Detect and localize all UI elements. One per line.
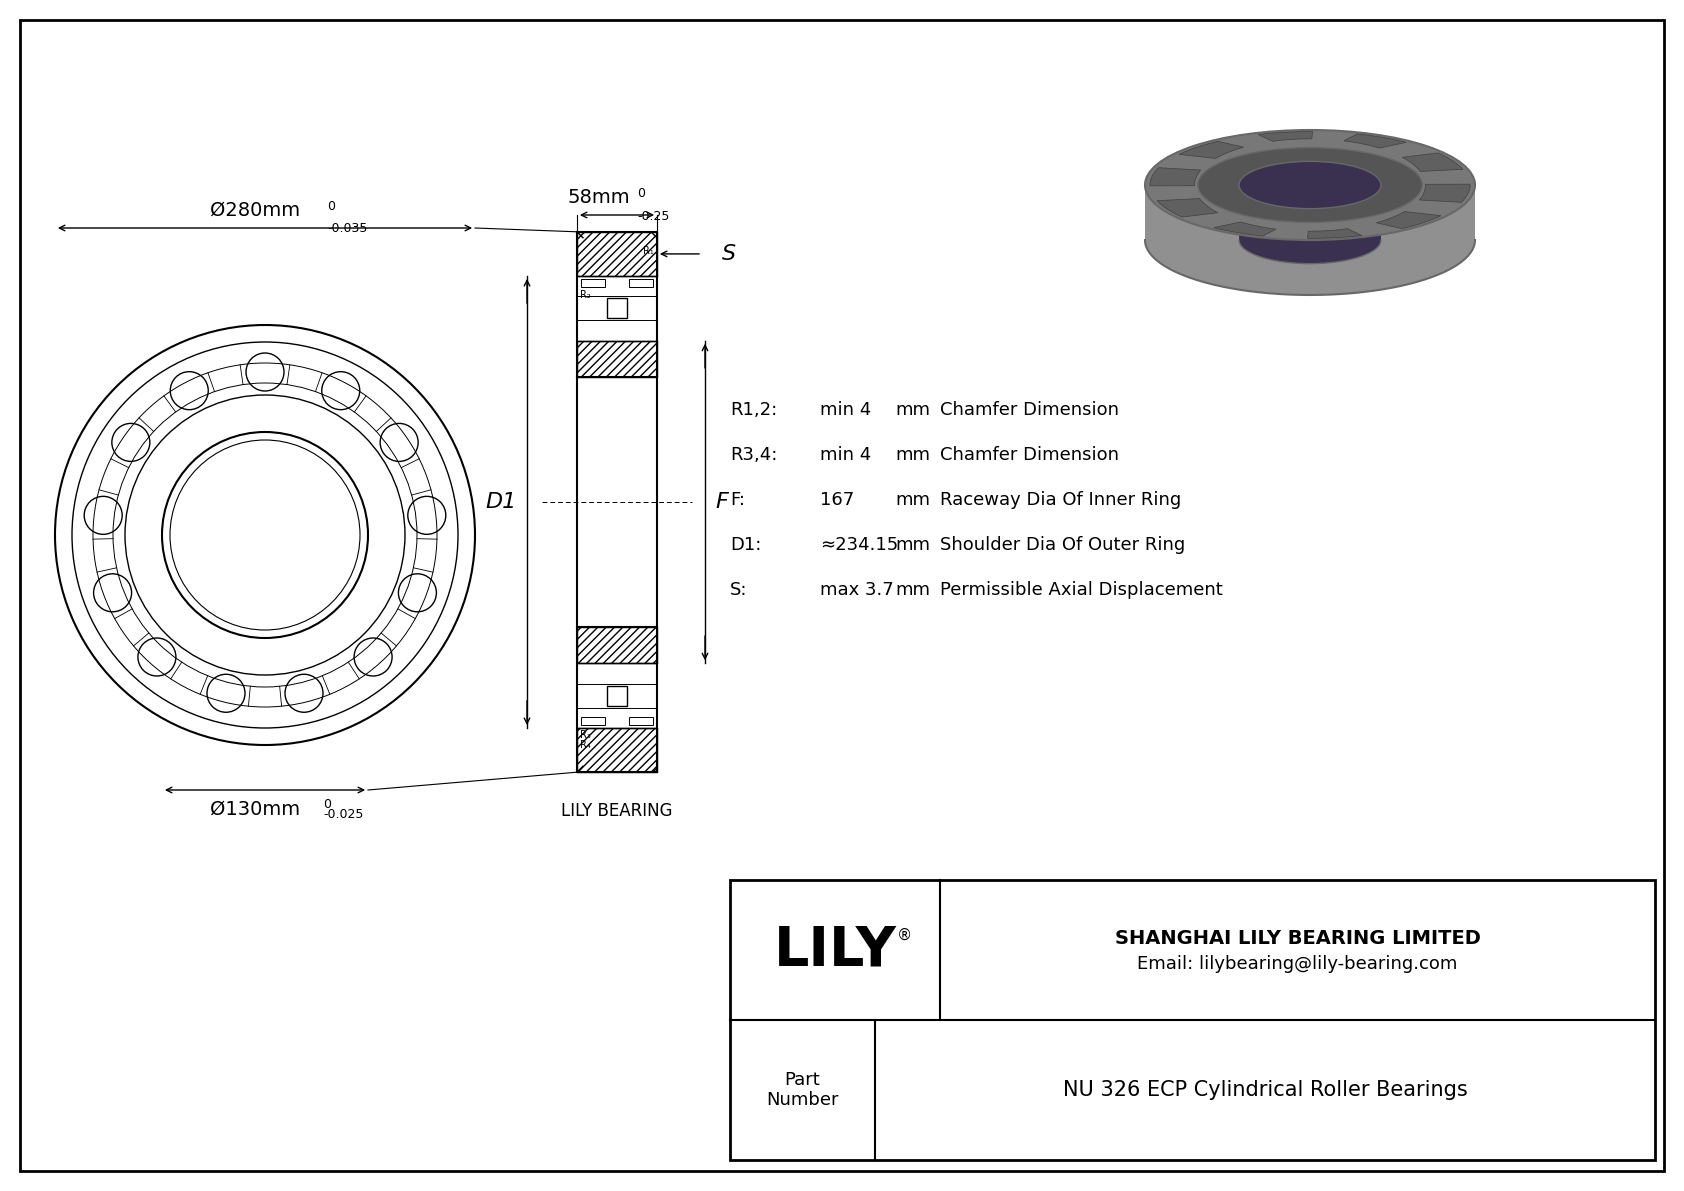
Text: LILY BEARING: LILY BEARING — [561, 803, 672, 821]
Polygon shape — [1258, 132, 1312, 142]
Text: R₁: R₁ — [643, 245, 653, 256]
Bar — [581, 717, 605, 725]
Polygon shape — [1145, 185, 1475, 295]
Text: R₂: R₂ — [579, 291, 591, 300]
Polygon shape — [1376, 212, 1442, 229]
Text: Email: lilybearing@lily-bearing.com: Email: lilybearing@lily-bearing.com — [1137, 955, 1458, 973]
Polygon shape — [1157, 199, 1218, 217]
Text: 58mm: 58mm — [568, 188, 630, 207]
Text: SHANGHAI LILY BEARING LIMITED: SHANGHAI LILY BEARING LIMITED — [1115, 929, 1480, 948]
Bar — [578, 728, 657, 772]
Polygon shape — [1150, 168, 1201, 186]
Bar — [630, 279, 653, 287]
Bar — [578, 232, 657, 276]
Text: Chamfer Dimension: Chamfer Dimension — [940, 445, 1118, 464]
Bar — [606, 686, 626, 705]
Text: Part
Number: Part Number — [766, 1071, 839, 1109]
Text: R1,2:: R1,2: — [729, 401, 778, 419]
Text: D1:: D1: — [729, 536, 761, 554]
Polygon shape — [1420, 185, 1470, 202]
Text: 0: 0 — [637, 187, 645, 200]
Polygon shape — [1214, 222, 1276, 236]
Text: NU 326 ECP Cylindrical Roller Bearings: NU 326 ECP Cylindrical Roller Bearings — [1063, 1080, 1467, 1100]
Text: R₃: R₃ — [579, 730, 591, 740]
Text: mm: mm — [894, 401, 930, 419]
Text: mm: mm — [894, 581, 930, 599]
Text: mm: mm — [894, 445, 930, 464]
Ellipse shape — [1145, 130, 1475, 241]
Bar — [578, 628, 657, 663]
Text: S:: S: — [729, 581, 748, 599]
Text: Ø280mm: Ø280mm — [210, 201, 300, 220]
Text: Permissible Axial Displacement: Permissible Axial Displacement — [940, 581, 1223, 599]
Text: min 4: min 4 — [820, 401, 871, 419]
Bar — [630, 717, 653, 725]
Polygon shape — [1403, 152, 1463, 172]
Text: ®: ® — [898, 928, 913, 943]
Text: 0: 0 — [327, 200, 335, 213]
Polygon shape — [1307, 229, 1362, 238]
Text: Chamfer Dimension: Chamfer Dimension — [940, 401, 1118, 419]
Text: Shoulder Dia Of Outer Ring: Shoulder Dia Of Outer Ring — [940, 536, 1186, 554]
Text: S: S — [722, 244, 736, 264]
Text: min 4: min 4 — [820, 445, 871, 464]
Polygon shape — [1239, 185, 1381, 263]
Bar — [581, 279, 605, 287]
Bar — [606, 299, 626, 318]
Bar — [729, 880, 1655, 1160]
Text: mm: mm — [894, 491, 930, 509]
Text: Ø130mm: Ø130mm — [210, 800, 300, 819]
Text: mm: mm — [894, 536, 930, 554]
Text: -0.25: -0.25 — [637, 210, 669, 223]
Ellipse shape — [1239, 161, 1381, 208]
Text: 167: 167 — [820, 491, 854, 509]
Polygon shape — [1179, 142, 1243, 158]
Bar — [578, 341, 657, 376]
Bar — [578, 341, 657, 376]
Text: R3,4:: R3,4: — [729, 445, 778, 464]
Ellipse shape — [1197, 148, 1423, 223]
Text: 0: 0 — [323, 798, 332, 811]
Text: max 3.7: max 3.7 — [820, 581, 894, 599]
Text: LILY: LILY — [773, 923, 896, 977]
Text: R₄: R₄ — [579, 740, 591, 750]
Bar — [578, 232, 657, 276]
Text: F: F — [716, 492, 727, 512]
Text: D1: D1 — [485, 492, 517, 512]
Bar — [578, 628, 657, 663]
Text: ≈234.15: ≈234.15 — [820, 536, 898, 554]
Polygon shape — [1344, 135, 1406, 148]
Text: Raceway Dia Of Inner Ring: Raceway Dia Of Inner Ring — [940, 491, 1180, 509]
Text: F:: F: — [729, 491, 744, 509]
Bar — [578, 728, 657, 772]
Text: -0.025: -0.025 — [323, 807, 364, 821]
Text: -0.035: -0.035 — [327, 222, 367, 235]
